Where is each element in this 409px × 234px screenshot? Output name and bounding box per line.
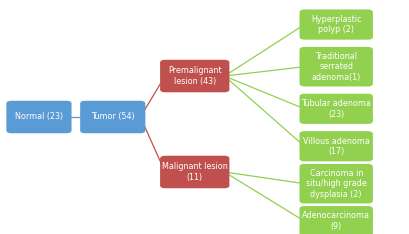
Text: Hyperplastic
polyp (2): Hyperplastic polyp (2) xyxy=(310,15,361,34)
FancyBboxPatch shape xyxy=(299,47,372,87)
FancyBboxPatch shape xyxy=(299,9,372,40)
Text: Tubular adenoma
(23): Tubular adenoma (23) xyxy=(301,99,370,118)
FancyBboxPatch shape xyxy=(299,131,372,161)
Text: Premalignant
lesion (43): Premalignant lesion (43) xyxy=(168,66,221,86)
FancyBboxPatch shape xyxy=(299,206,372,234)
Text: Carcinoma in
situ/high grade
dysplasia (2): Carcinoma in situ/high grade dysplasia (… xyxy=(305,169,366,199)
Text: Malignant lesion
(11): Malignant lesion (11) xyxy=(162,162,227,182)
FancyBboxPatch shape xyxy=(299,164,372,203)
FancyBboxPatch shape xyxy=(160,156,229,188)
Text: Traditional
serrated
adenoma(1): Traditional serrated adenoma(1) xyxy=(311,52,360,82)
Text: Tumor (54): Tumor (54) xyxy=(91,113,134,121)
Text: Normal (23): Normal (23) xyxy=(15,113,63,121)
FancyBboxPatch shape xyxy=(6,101,71,133)
Text: Villous adenoma
(17): Villous adenoma (17) xyxy=(302,137,369,156)
FancyBboxPatch shape xyxy=(80,101,145,133)
FancyBboxPatch shape xyxy=(299,94,372,124)
FancyBboxPatch shape xyxy=(160,60,229,92)
Text: Adenocarcinoma
(9): Adenocarcinoma (9) xyxy=(301,212,369,231)
